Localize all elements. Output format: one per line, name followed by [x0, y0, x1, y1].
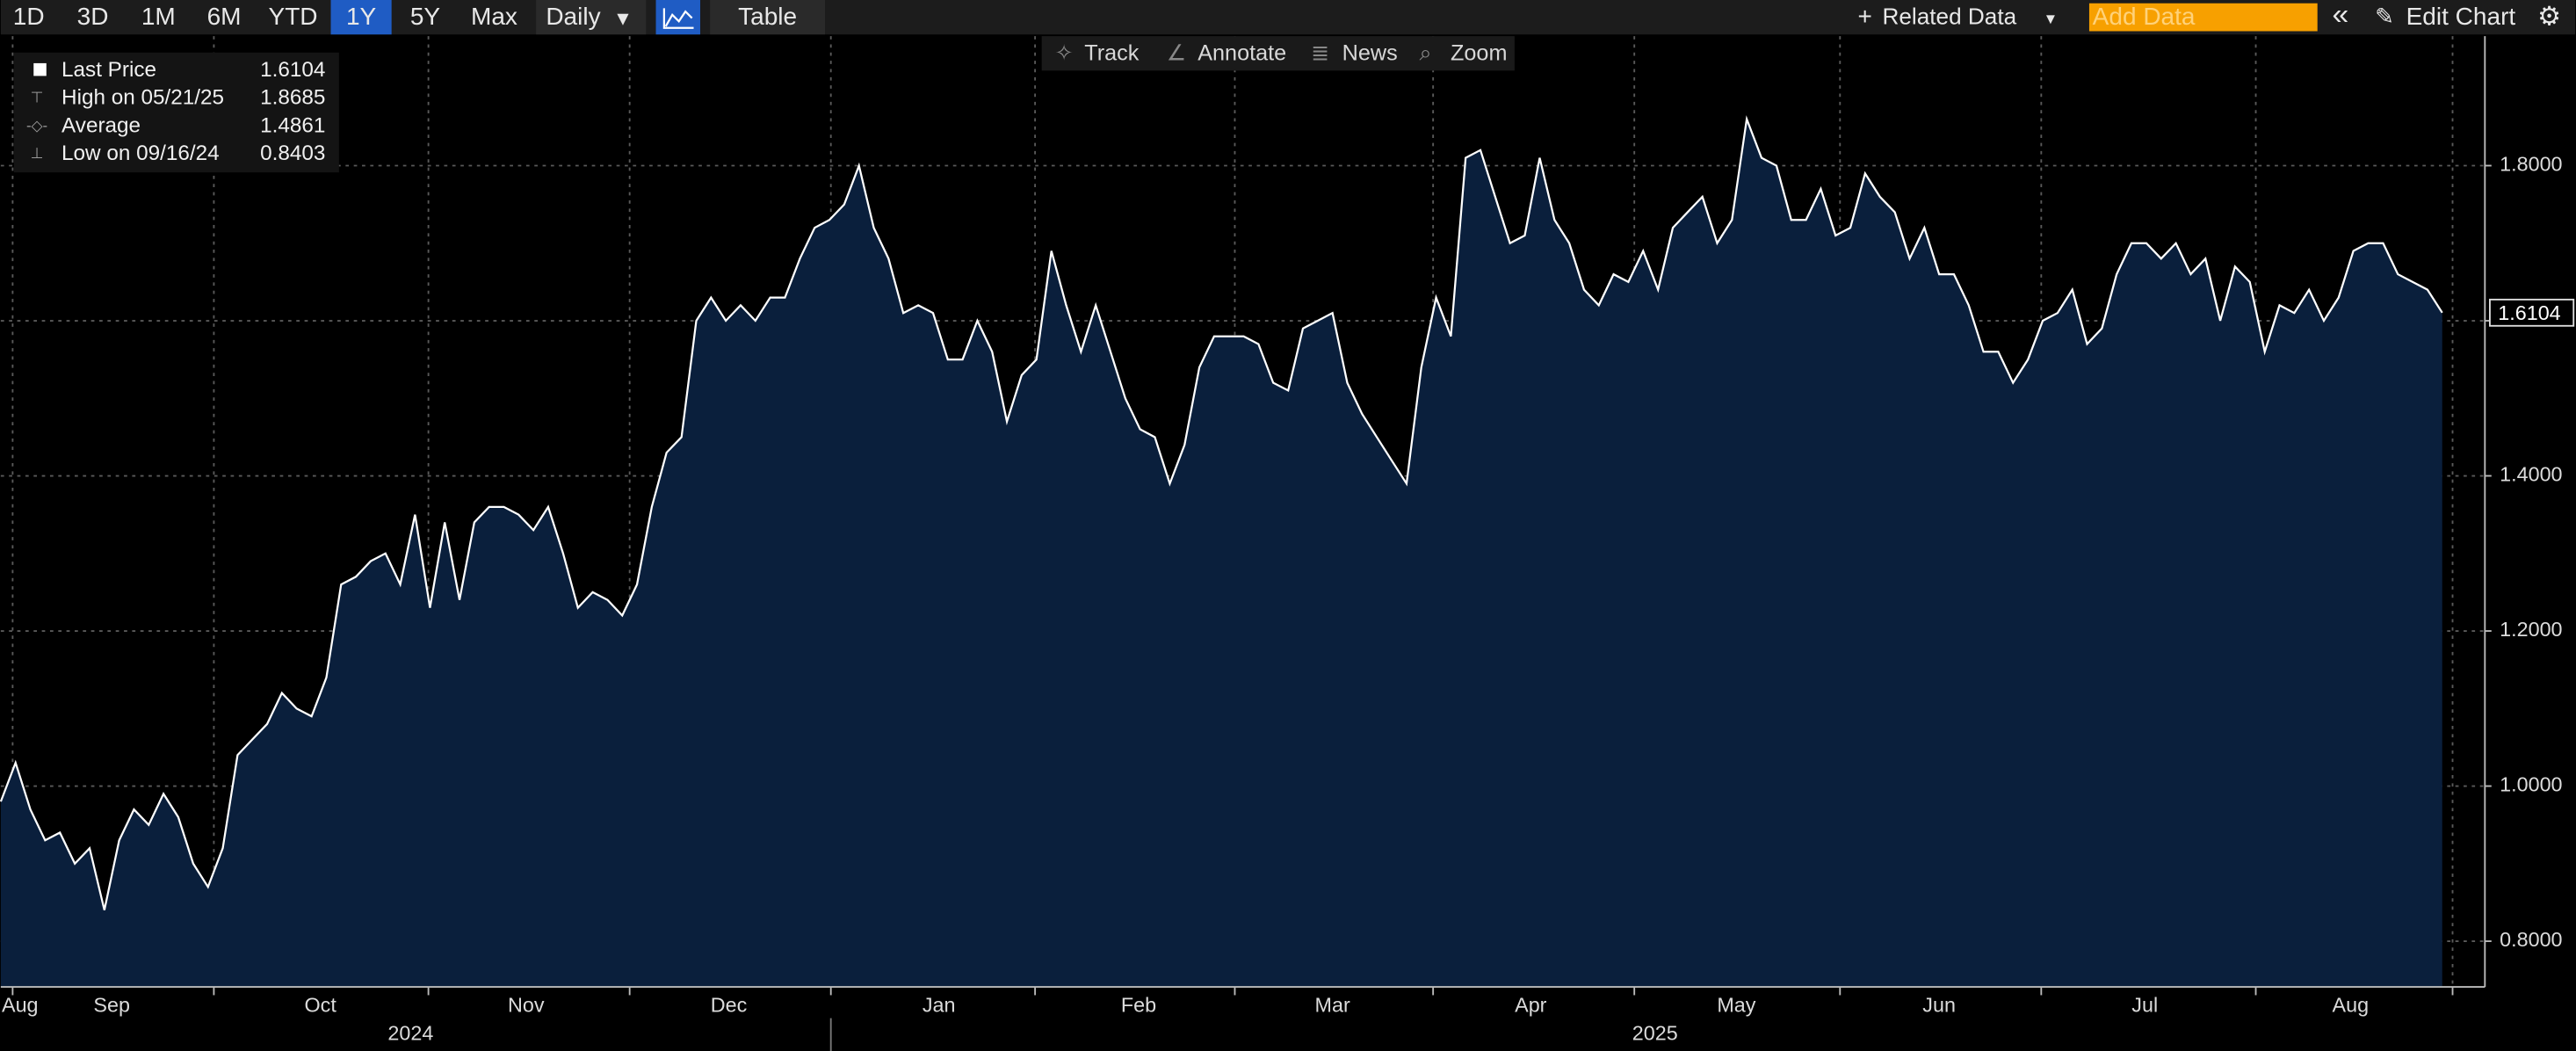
- chart-icon: [662, 8, 694, 29]
- legend-symbol: -◇-: [26, 117, 47, 134]
- year-label: 2025: [1632, 1021, 1678, 1044]
- range-button[interactable]: 3D: [77, 3, 109, 30]
- x-tick-label: Dec: [711, 994, 748, 1017]
- range-button[interactable]: YTD: [269, 3, 318, 30]
- x-tick-label: Aug: [2, 994, 39, 1017]
- y-tick-label: 1.4000: [2500, 463, 2562, 486]
- add-data-input[interactable]: [2088, 3, 2318, 32]
- legend-value: 0.8403: [260, 141, 325, 165]
- y-tick-label: 0.8000: [2500, 928, 2562, 951]
- legend-label: Average: [62, 113, 141, 137]
- range-button[interactable]: 1M: [141, 3, 176, 30]
- frequency-dropdown[interactable]: Daily: [546, 3, 600, 30]
- x-tick-label: Jul: [2131, 994, 2158, 1017]
- add-data-placeholder: Add Data: [2093, 3, 2196, 30]
- last-price-label: 1.6104: [2498, 301, 2560, 324]
- x-tick-label: Aug: [2333, 994, 2370, 1017]
- chart-icon-button[interactable]: [655, 0, 700, 35]
- legend-box: [13, 52, 339, 173]
- range-buttons: 1D 3D 1M 6M YTD 1Y 5Y Max Daily ▼ Table: [13, 0, 826, 35]
- x-tick-label: Mar: [1315, 994, 1350, 1017]
- legend: ■ Last Price 1.6104 ⊤ High on 05/21/25 1.8685…: [26, 54, 325, 165]
- area-fill: [0, 119, 2442, 988]
- legend-value: 1.4861: [260, 113, 325, 137]
- plot: 0.80001.00001.20001.40001.60001.8000AugS…: [0, 36, 2575, 1051]
- plus-icon: +: [1857, 3, 1871, 30]
- x-tick-label: Nov: [508, 994, 545, 1017]
- range-button[interactable]: Max: [471, 3, 517, 30]
- price-line: [0, 115, 2443, 910]
- frequency-bg: [536, 0, 647, 35]
- x-tick-label: Sep: [93, 994, 130, 1017]
- legend-label: Last Price: [62, 58, 156, 82]
- dropdown-icon: ▼: [2044, 11, 2059, 27]
- settings-icon[interactable]: ⚙: [2537, 2, 2561, 31]
- x-tick-label: Jun: [1922, 994, 1956, 1017]
- x-tick-label: Apr: [1515, 994, 1547, 1017]
- legend-symbol: ⊥: [31, 145, 44, 162]
- x-tick-label: Jan: [923, 994, 956, 1017]
- range-button[interactable]: 1D: [13, 3, 45, 30]
- dropdown-icon: ▼: [613, 7, 633, 29]
- selected-range: [330, 0, 392, 35]
- x-tick-label: May: [1717, 994, 1755, 1017]
- legend-label: High on 05/21/25: [62, 86, 224, 110]
- year-label: 2024: [387, 1021, 433, 1044]
- chart-tool-button[interactable]: News: [1342, 40, 1398, 65]
- legend-symbol: ■: [32, 54, 47, 83]
- y-tick-label: 1.8000: [2500, 153, 2562, 176]
- tool-icon: ≣: [1311, 40, 1329, 65]
- range-button[interactable]: 6M: [207, 3, 242, 30]
- range-button[interactable]: 1Y: [346, 3, 377, 30]
- table-bg: [710, 0, 826, 35]
- y-tick-label: 1.2000: [2500, 618, 2562, 641]
- legend-value: 1.6104: [260, 58, 325, 82]
- chart-tool-button[interactable]: Track: [1084, 40, 1140, 65]
- chart-tools-bar: [1041, 36, 1515, 71]
- table-button[interactable]: Table: [738, 3, 797, 30]
- chart-tools: ✧ Track ∠ Annotate ≣ News ⌕ Zoom: [1055, 40, 1508, 65]
- tool-icon: ⌕: [1420, 40, 1432, 65]
- x-tick-label: Feb: [1121, 994, 1156, 1017]
- related-data-button[interactable]: Related Data: [1882, 3, 2016, 29]
- edit-chart-button[interactable]: Edit Chart: [2406, 3, 2516, 30]
- legend-label: Low on 09/16/24: [62, 141, 220, 165]
- x-tick-label: Oct: [305, 994, 337, 1017]
- legend-symbol: ⊤: [31, 90, 44, 106]
- tool-icon: ✧: [1055, 40, 1074, 65]
- pencil-icon: ✎: [2375, 3, 2394, 29]
- tool-icon: ∠: [1167, 40, 1187, 65]
- range-button[interactable]: 5Y: [410, 3, 441, 30]
- chart-tool-button[interactable]: Zoom: [1451, 40, 1507, 65]
- collapse-icon[interactable]: «: [2333, 0, 2349, 32]
- last-price-box: [2488, 298, 2575, 327]
- y-tick-label: 1.0000: [2500, 773, 2562, 796]
- chart-tool-button[interactable]: Annotate: [1198, 40, 1286, 65]
- legend-value: 1.8685: [260, 86, 325, 110]
